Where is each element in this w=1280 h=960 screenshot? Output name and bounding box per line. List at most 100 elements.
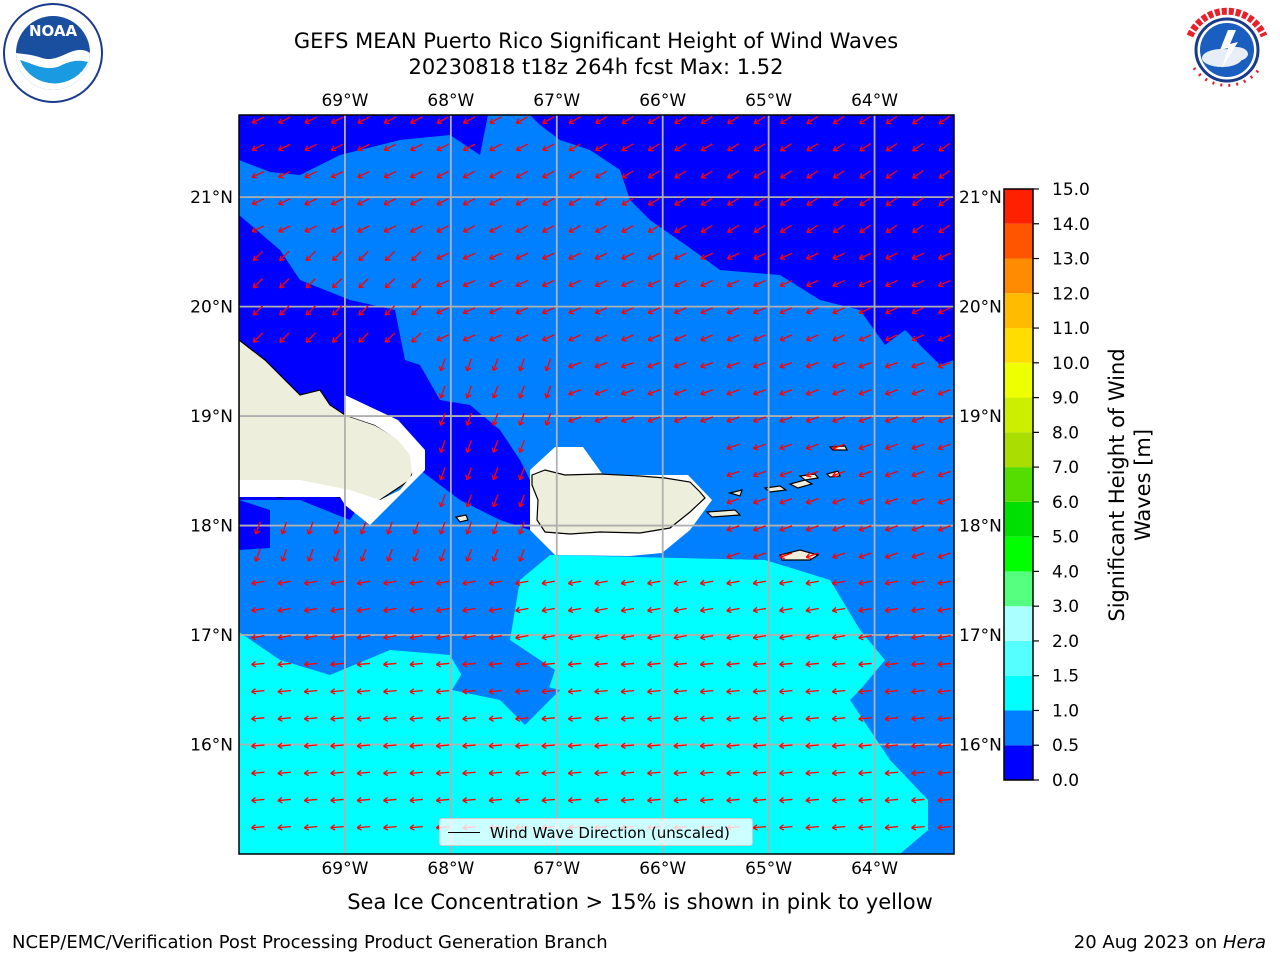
wave-arrow bbox=[620, 661, 635, 668]
colorbar-swatch bbox=[1004, 189, 1033, 224]
footer-date: 20 Aug 2023 on Hera bbox=[1074, 932, 1266, 953]
wave-arrow bbox=[647, 634, 661, 641]
wave-arrow bbox=[435, 797, 450, 804]
wave-arrow bbox=[937, 769, 951, 777]
wave-arrow bbox=[304, 143, 317, 152]
wave-arrow bbox=[356, 742, 371, 750]
wave-arrow bbox=[594, 797, 608, 804]
wave-arrow bbox=[673, 715, 687, 722]
wave-arrow bbox=[357, 170, 370, 179]
wave-arrow bbox=[251, 661, 265, 668]
wave-arrow bbox=[567, 634, 582, 641]
wave-arrow bbox=[305, 278, 316, 289]
colorbar-swatch bbox=[1004, 606, 1033, 641]
wave-arrow bbox=[937, 525, 951, 532]
wave-arrow bbox=[254, 548, 261, 562]
wave-arrow bbox=[462, 579, 476, 587]
wave-arrow bbox=[541, 797, 555, 804]
wave-arrow bbox=[858, 715, 872, 722]
wave-arrow bbox=[620, 634, 635, 641]
wave-arrow bbox=[699, 634, 714, 641]
wave-arrow bbox=[779, 579, 793, 587]
wave-arrow bbox=[806, 224, 819, 233]
wave-arrow bbox=[938, 170, 951, 179]
wave-arrow bbox=[436, 279, 449, 288]
wave-arrow bbox=[726, 470, 740, 478]
wave-arrow bbox=[727, 197, 740, 206]
wave-arrow bbox=[386, 521, 393, 535]
wave-arrow bbox=[465, 467, 473, 481]
wave-arrow bbox=[620, 688, 635, 695]
wave-arrow bbox=[779, 334, 793, 342]
wave-arrow bbox=[858, 361, 872, 369]
map-frame bbox=[238, 114, 955, 855]
colorbar-swatch bbox=[1004, 293, 1033, 329]
wave-arrow bbox=[541, 661, 555, 668]
wave-arrow bbox=[806, 197, 819, 206]
wave-arrow bbox=[436, 197, 449, 206]
colorbar-tick-label: 9.0 bbox=[1052, 389, 1079, 409]
wave-arrow bbox=[542, 197, 555, 206]
wave-arrow bbox=[700, 279, 713, 288]
wave-arrow bbox=[858, 552, 872, 560]
colorbar-tick-label: 4.0 bbox=[1052, 562, 1079, 582]
lon-label-bottom: 69°W bbox=[321, 859, 368, 879]
wave-arrow bbox=[674, 143, 687, 152]
wave-arrow bbox=[726, 634, 740, 641]
wave-arrow bbox=[779, 470, 793, 478]
wave-arrow bbox=[251, 225, 265, 233]
wave-arrow bbox=[753, 334, 766, 342]
wave-arrow bbox=[412, 521, 420, 535]
wave-arrow bbox=[832, 525, 846, 532]
wave-arrow bbox=[752, 769, 767, 777]
wave-arrow bbox=[409, 634, 423, 641]
wave-arrow bbox=[383, 225, 397, 233]
wave-arrow bbox=[333, 548, 341, 562]
wave-arrow bbox=[384, 278, 396, 289]
wave-arrow bbox=[779, 525, 793, 532]
wave-arrow bbox=[518, 440, 525, 454]
wave-arrow bbox=[383, 579, 397, 587]
wave-arrow bbox=[594, 769, 608, 777]
wave-arrow bbox=[937, 715, 951, 722]
wave-arrow bbox=[779, 824, 793, 831]
wave-arrow bbox=[884, 525, 898, 532]
colorbar-tick-label: 0.0 bbox=[1052, 771, 1079, 791]
wave-arrow bbox=[356, 606, 371, 614]
wave-arrow bbox=[727, 143, 740, 152]
wave-arrow bbox=[805, 334, 819, 342]
wave-arrow bbox=[410, 225, 423, 233]
wave-arrow bbox=[594, 416, 608, 424]
wave-arrow bbox=[621, 197, 634, 206]
wave-arrow bbox=[436, 116, 449, 125]
lat-labels-left: 21°N 20°N 19°N 18°N 17°N 16°N bbox=[190, 188, 233, 755]
wave-arrow bbox=[779, 634, 793, 641]
wave-arrow bbox=[330, 170, 344, 179]
wave-arrow bbox=[384, 305, 396, 316]
colorbar-tick-label: 12.0 bbox=[1052, 284, 1090, 304]
wave-arrow bbox=[753, 252, 766, 261]
wave-arrow bbox=[752, 443, 766, 451]
wave-arrow bbox=[488, 742, 503, 750]
wave-arrow bbox=[832, 170, 845, 179]
wave-arrow bbox=[277, 769, 291, 777]
wave-arrow bbox=[277, 225, 291, 233]
wave-arrow bbox=[858, 389, 872, 396]
wave-arrow bbox=[700, 224, 713, 233]
wave-arrow bbox=[647, 361, 661, 369]
map-subtitle: 20230818 t18z 264h fcst Max: 1.52 bbox=[408, 55, 784, 79]
wave-arrow bbox=[752, 688, 767, 695]
wave-arrow bbox=[409, 824, 423, 831]
wave-arrow bbox=[436, 143, 449, 152]
wave-arrow bbox=[805, 715, 819, 722]
wave-arrow bbox=[858, 279, 872, 288]
wave-arrow bbox=[885, 252, 898, 261]
wave-arrow bbox=[594, 116, 608, 125]
colorbar-swatch bbox=[1004, 223, 1033, 259]
wave-arrow bbox=[303, 606, 318, 614]
wave-arrow bbox=[912, 224, 924, 234]
wave-arrow bbox=[620, 579, 635, 587]
map-plot-area bbox=[239, 115, 954, 854]
wave-arrow bbox=[409, 769, 423, 777]
wave-arrow bbox=[465, 385, 473, 399]
